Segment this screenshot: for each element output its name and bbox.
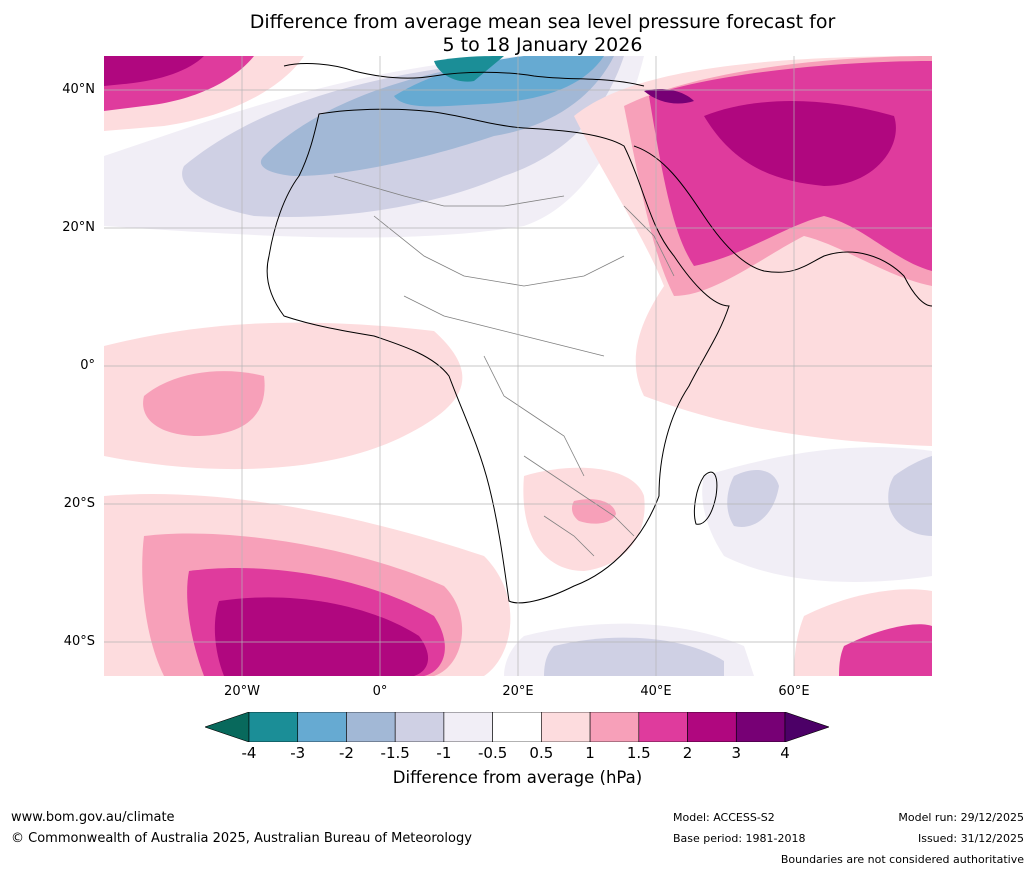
colorbar-tick-label: -2: [338, 744, 354, 762]
colorbar-tick-label: -1.5: [380, 744, 410, 762]
colorbar-swatch: [443, 712, 493, 742]
lon-label-20e: 20°E: [502, 684, 534, 699]
lat-label-20n: 20°N: [62, 220, 95, 235]
footer-website: www.bom.gov.au/climate: [11, 810, 175, 825]
footer-base-period: Base period: 1981-2018: [673, 832, 806, 845]
colorbar-swatch: [589, 712, 640, 742]
anomaly-contour-nw-dark: [104, 56, 204, 86]
colorbar-swatch: [394, 712, 445, 742]
colorbar-swatch: [248, 712, 299, 742]
colorbar-tick-label: 3: [731, 744, 742, 762]
colorbar-label: Difference from average (hPa): [392, 768, 643, 787]
lat-label-0: 0°: [80, 358, 95, 373]
colorbar-swatch: [346, 712, 396, 742]
anomaly-contour-indian-blue: [727, 470, 779, 527]
colorbar: [205, 712, 829, 742]
colorbar-tick-label: 1.5: [626, 744, 651, 762]
lon-label-40e: 40°E: [640, 684, 672, 699]
footer-copyright: © Commonwealth of Australia 2025, Austra…: [11, 831, 472, 846]
lon-label-60e: 60°E: [778, 684, 810, 699]
colorbar-swatch: [735, 712, 786, 742]
colorbar-tick-label: 0.5: [529, 744, 554, 762]
anomaly-contour-teal: [434, 56, 504, 82]
colorbar-swatch: [687, 712, 737, 742]
lon-label-0: 0°: [372, 684, 388, 699]
map-title-line-2: 5 to 18 January 2026: [442, 34, 643, 56]
colorbar-tick-label: 2: [682, 744, 693, 762]
colorbar-tick-label: -3: [290, 744, 306, 762]
forecast-map: [104, 56, 932, 676]
lat-label-40s: 40°S: [63, 634, 95, 649]
anomaly-contour-south-pale-blue: [544, 637, 724, 676]
lat-label-40n: 40°N: [62, 82, 95, 97]
footer-model-run: Model run: 29/12/2025: [898, 811, 1024, 824]
anomaly-contour-atlantic-pink2: [143, 371, 265, 436]
europe-coastline: [283, 63, 645, 87]
footer-disclaimer: Boundaries are not considered authoritat…: [780, 853, 1024, 866]
anomaly-contour-blue: [394, 56, 604, 107]
colorbar-tick-label: -0.5: [477, 744, 508, 762]
lon-label-20w: 20°W: [224, 684, 260, 699]
africa-coastline: [266, 108, 730, 604]
colorbar-extend-high: [784, 712, 829, 742]
colorbar-swatch: [492, 712, 542, 742]
map-title-line-1: Difference from average mean sea level p…: [249, 11, 836, 33]
colorbar-extend-low: [205, 712, 250, 742]
anomaly-contour-se-magenta: [839, 624, 932, 676]
anomaly-contour-indian-blue2: [888, 456, 932, 536]
anomaly-contour-safrica-pink2: [571, 499, 616, 524]
colorbar-swatch: [297, 712, 347, 742]
anomaly-contour-east-dark: [704, 101, 896, 186]
footer-issued: Issued: 31/12/2025: [917, 832, 1024, 845]
anomaly-contour-south-dark: [214, 597, 429, 676]
colorbar-swatch: [541, 712, 591, 742]
colorbar-swatch: [638, 712, 688, 742]
lat-label-20s: 20°S: [63, 496, 95, 511]
anomaly-contour-east-darkest: [644, 89, 694, 104]
graticule: [104, 56, 932, 676]
colorbar-tick-label: -4: [241, 744, 257, 762]
footer-model: Model: ACCESS-S2: [673, 811, 775, 824]
arabia-coastline: [633, 145, 932, 307]
pressure-anomaly-map: [104, 56, 932, 676]
madagascar-coastline: [693, 471, 718, 525]
colorbar-tick-label: 1: [585, 744, 595, 762]
country-borders: [333, 175, 675, 557]
colorbar-tick-label: 4: [780, 744, 790, 762]
colorbar-tick-label: -1: [436, 744, 452, 762]
